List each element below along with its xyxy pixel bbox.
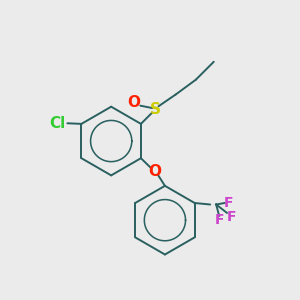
Text: S: S [150, 102, 161, 117]
Text: Cl: Cl [49, 116, 65, 131]
Text: F: F [214, 213, 224, 227]
Text: O: O [148, 164, 161, 179]
Text: O: O [127, 95, 140, 110]
Text: F: F [226, 210, 236, 224]
Text: F: F [224, 196, 233, 210]
